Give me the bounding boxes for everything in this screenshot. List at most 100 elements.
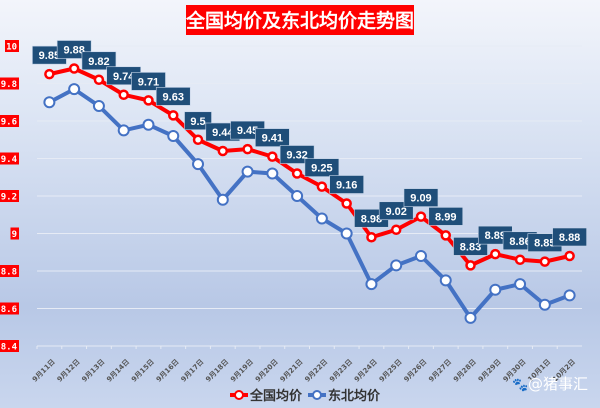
data-label-box — [255, 128, 290, 147]
data-label: 8.85 — [534, 238, 555, 250]
data-label-box — [81, 51, 117, 71]
x-tick-label: 9月13日 — [80, 358, 106, 384]
data-point — [167, 130, 180, 142]
paw-icon: 🐾 — [512, 377, 528, 392]
data-label: 9.25 — [311, 163, 332, 175]
chart-title: 全国均价及东北均价走势图 — [185, 5, 414, 35]
data-point — [440, 230, 451, 241]
x-tick-label: 9月12日 — [56, 358, 82, 384]
data-label: 8.83 — [460, 241, 481, 253]
data-label: 8.86 — [509, 236, 530, 248]
data-label: 9.45 — [237, 125, 258, 137]
data-label-box — [329, 175, 364, 194]
x-tick-label: 9月20日 — [254, 358, 280, 384]
data-point — [43, 96, 56, 109]
data-point — [192, 158, 205, 171]
x-axis: 9月11日9月12日9月13日9月14日9月15日9月16日9月17日9月18日… — [31, 346, 577, 384]
data-point — [68, 63, 80, 74]
data-point — [415, 211, 427, 222]
data-point — [242, 143, 253, 155]
data-point — [365, 278, 378, 291]
data-label: 9.85 — [39, 50, 60, 62]
y-tick-bg — [0, 190, 19, 202]
data-point — [514, 278, 527, 291]
x-tick-label: 9月29日 — [477, 358, 503, 384]
data-point — [92, 100, 105, 112]
y-tick-bg — [0, 265, 19, 277]
y-tick-bg — [0, 115, 19, 127]
y-tick-bg — [0, 302, 19, 315]
y-tick-bg — [10, 227, 19, 240]
data-point — [563, 289, 576, 302]
x-tick-label: 9月19日 — [229, 358, 255, 384]
data-point — [93, 74, 105, 85]
watermark: 🐾 @猪事汇 — [512, 375, 588, 393]
data-label: 9.5 — [190, 116, 205, 128]
y-tick-bg — [5, 40, 19, 52]
data-point — [68, 83, 81, 96]
y-tick-bg — [0, 340, 19, 352]
legend: 全国均价 东北均价 — [230, 388, 381, 404]
x-tick-label: 9月17日 — [180, 358, 206, 384]
x-tick-label: 9月11日 — [31, 358, 57, 384]
x-tick-label: 9月26日 — [402, 358, 428, 384]
data-label: 9.09 — [410, 193, 431, 205]
svg-text:@猪事汇: @猪事汇 — [528, 375, 588, 393]
data-label-box — [131, 72, 166, 91]
data-point — [366, 232, 377, 243]
x-tick-label: 9月25日 — [378, 358, 404, 384]
data-label: 9.82 — [88, 56, 109, 68]
data-label-box — [552, 227, 587, 247]
data-point — [539, 256, 551, 267]
data-point — [340, 227, 353, 240]
data-point — [192, 134, 204, 145]
y-tick-label: 9.2 — [1, 193, 17, 203]
svg-text:全国均价及东北均价走势图: 全国均价及东北均价走势图 — [185, 9, 414, 32]
series-lines — [43, 63, 576, 324]
data-point — [316, 181, 328, 192]
data-label: 9.02 — [385, 206, 406, 218]
y-axis: 10 9.8 9.6 9.4 9.2 9 8.8 8.6 8.4 — [0, 40, 19, 353]
x-tick-label: 9月21日 — [279, 358, 305, 384]
data-point — [315, 212, 328, 225]
data-point — [267, 151, 278, 162]
series-line — [48, 87, 571, 320]
data-point — [217, 145, 229, 157]
data-label-box — [403, 188, 439, 207]
x-tick-label: 9月24日 — [353, 358, 379, 384]
data-label-box — [184, 111, 212, 131]
series-line — [48, 66, 571, 268]
data-point — [564, 250, 575, 262]
data-labels: 9.85 9.889.829.74 9.719.639.59.44 9.459.419… — [32, 40, 587, 256]
data-point — [291, 168, 303, 179]
legend-label: 全国均价 — [249, 388, 303, 404]
data-label: 8.89 — [485, 230, 506, 242]
y-tick-label: 9 — [12, 230, 17, 240]
x-tick-label: 9月18日 — [204, 358, 230, 384]
data-point — [439, 274, 452, 287]
x-tick-label: 9月22日 — [303, 358, 329, 384]
data-point — [117, 124, 130, 137]
data-point — [118, 89, 129, 100]
data-point — [168, 110, 179, 121]
data-point — [414, 250, 427, 262]
data-point — [44, 68, 55, 80]
data-label: 9.74 — [113, 71, 135, 83]
data-label: 9.41 — [262, 133, 283, 145]
data-point — [291, 190, 304, 202]
data-point — [390, 259, 403, 272]
x-tick-label: 9月27日 — [427, 358, 453, 384]
x-tick-label: 9月28日 — [452, 358, 478, 384]
data-point — [514, 254, 526, 265]
data-point — [538, 298, 551, 311]
y-tick-label: 9.6 — [1, 118, 17, 128]
x-tick-label: 9月23日 — [328, 358, 354, 384]
data-label: 9.16 — [336, 180, 357, 192]
data-label: 9.63 — [163, 91, 184, 103]
data-label: 9.32 — [286, 150, 307, 162]
data-label-box — [304, 158, 340, 177]
data-label: 9.88 — [63, 45, 84, 57]
y-tick-label: 9.8 — [1, 80, 17, 90]
data-label-box — [155, 87, 191, 106]
